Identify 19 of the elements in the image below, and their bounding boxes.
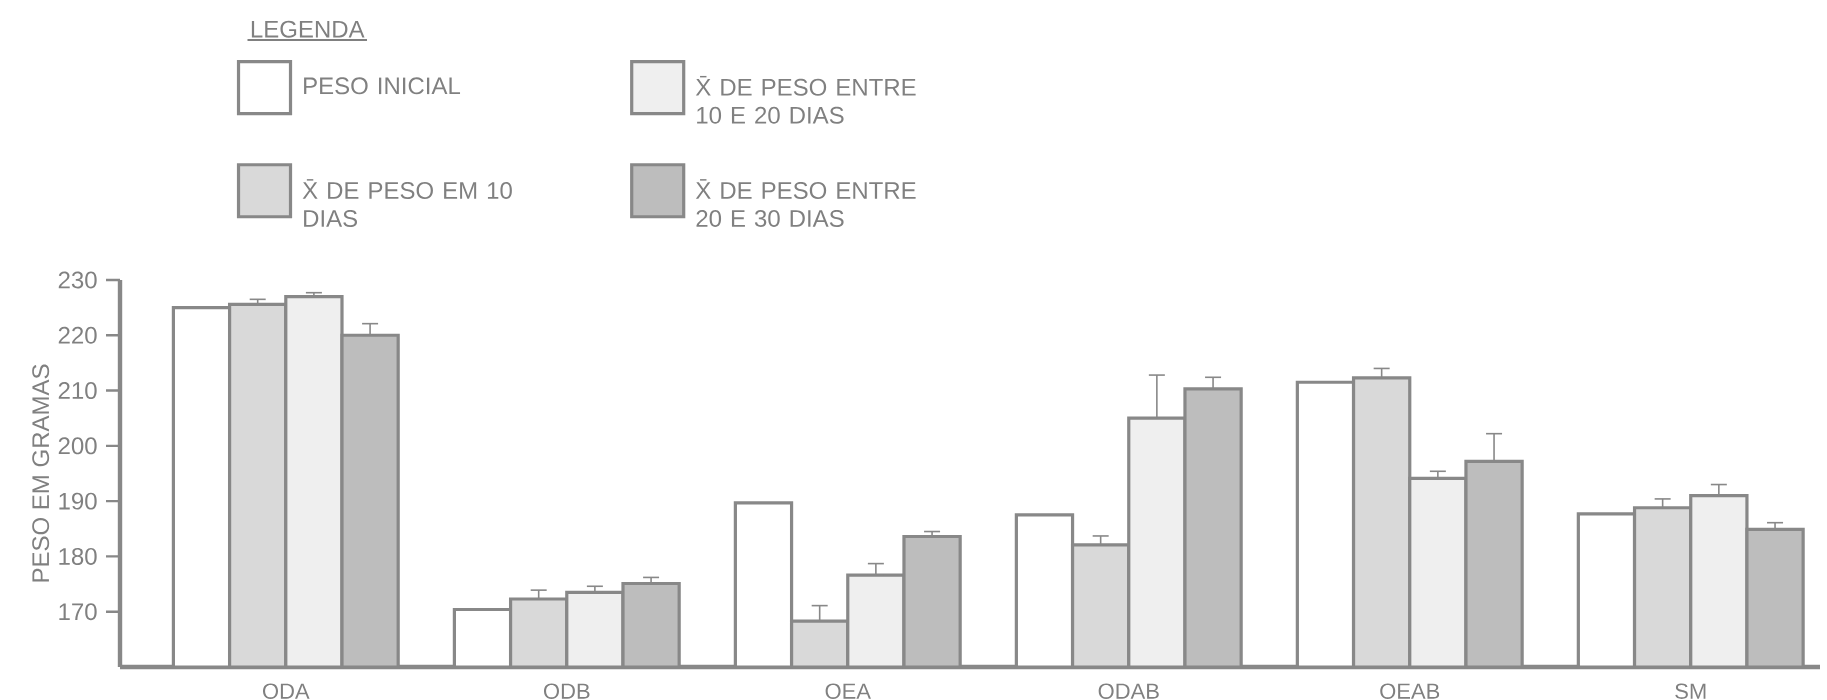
y-tick-label: 190 — [59, 492, 97, 510]
x-tick-label: ODB — [543, 683, 590, 699]
legend-title: LEGENDA — [251, 20, 365, 38]
x-tick-label: ODAB — [1098, 683, 1159, 699]
legend-label: X̄ DE PESO EM 10 DIAS — [302, 179, 512, 227]
y-tick-label: 230 — [58, 271, 97, 289]
legend-label: X̄ DE PESO ENTRE 10 E 20 DIAS — [695, 75, 916, 124]
y-tick-label: 180 — [59, 547, 97, 565]
legend-label: X̄ DE PESO ENTRE 20 E 30 DIAS — [695, 179, 916, 227]
y-tick-label: 220 — [58, 326, 97, 344]
x-tick-label: ODA — [262, 683, 310, 699]
x-tick-label: OEAB — [1380, 683, 1440, 699]
legend-label: PESO INICIAL — [304, 77, 461, 95]
y-tick-label: 170 — [59, 603, 97, 621]
y-tick-label: 200 — [58, 437, 97, 455]
y-tick-label: 210 — [58, 382, 97, 400]
y-axis-title: PESO EM GRAMAS — [32, 364, 50, 582]
x-tick-label: SM — [1675, 683, 1706, 699]
x-tick-label: OEA — [825, 683, 871, 699]
